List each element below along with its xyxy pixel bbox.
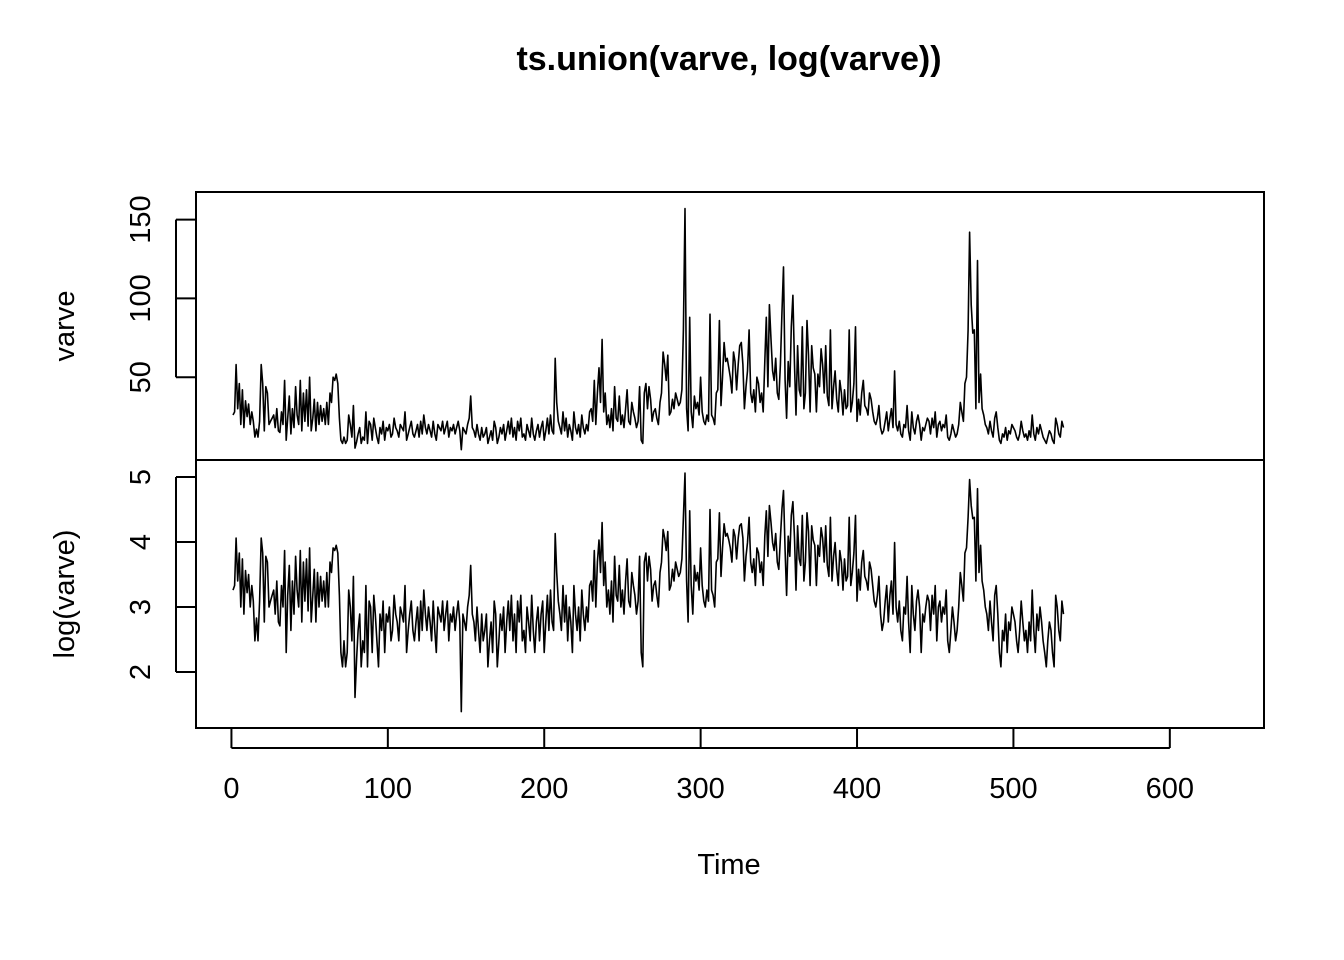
panel-log-y-axis: 2 3 4 5 [125, 469, 196, 680]
chart-title: ts.union(varve, log(varve)) [516, 40, 941, 78]
x-tick-label: 600 [1146, 773, 1194, 805]
x-tick-label: 200 [520, 773, 568, 805]
panel-log-y-tick-label: 3 [125, 599, 157, 615]
x-tick-label: 300 [676, 773, 724, 805]
x-axis-label: Time [697, 849, 760, 881]
panel-varve-frame [195, 191, 1265, 461]
panel-log-y-tick-label: 5 [125, 469, 157, 485]
panel-varve-y-label: varve [49, 291, 81, 362]
x-tick-label: 500 [989, 773, 1037, 805]
x-axis: 0 100 200 300 400 500 600 [223, 728, 1194, 805]
panel-varve-y-tick-label: 100 [125, 274, 157, 322]
panel-varve-y-axis: 50 100 150 [125, 195, 196, 393]
panel-log-y-tick-label: 4 [125, 534, 157, 550]
series-line-log-varve [232, 472, 1065, 713]
panel-varve-y-tick-label: 150 [125, 195, 157, 243]
x-tick-label: 400 [833, 773, 881, 805]
panel-log-y-tick-label: 2 [125, 664, 157, 680]
x-tick-label: 0 [223, 773, 239, 805]
panel-log-frame [195, 459, 1265, 729]
panel-varve-y-tick-label: 50 [125, 361, 157, 393]
panel-log-y-label: log(varve) [49, 530, 81, 659]
series-line-varve [232, 207, 1065, 451]
x-tick-label: 100 [364, 773, 412, 805]
